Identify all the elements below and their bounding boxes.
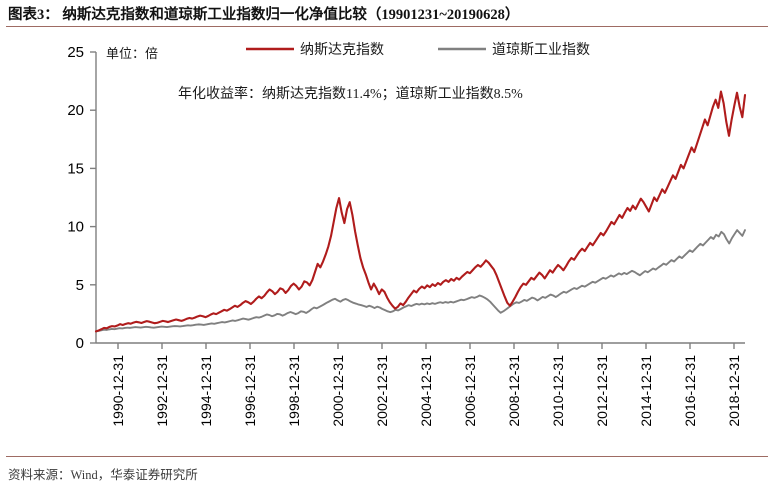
series-line-nasdaq: [94, 90, 747, 333]
x-axis-tick-label: 2004-12-31: [418, 355, 434, 427]
x-axis-tick-label: 1992-12-31: [154, 355, 170, 427]
x-axis-tick-label: 1990-12-31: [110, 355, 126, 427]
x-axis-tick-label: 2018-12-31: [726, 355, 742, 427]
chart-series-group: [94, 90, 747, 333]
header-divider: [6, 26, 768, 27]
y-axis-tick-label: 5: [76, 277, 84, 294]
source-note: 资料来源：Wind，华泰证券研究所: [8, 468, 198, 482]
y-axis-tick-label: 0: [76, 335, 84, 352]
x-axis-tick-label: 2014-12-31: [638, 355, 654, 427]
chart-container: 0 5 10 15 20 25 1990-12-31 1992-12-31 1994-12-3…: [0, 32, 774, 456]
unit-label: 单位：倍: [106, 46, 158, 61]
legend-label-dow: 道琼斯工业指数: [492, 42, 590, 58]
x-axis-tick-label: 2016-12-31: [682, 355, 698, 427]
legend-label-nasdaq: 纳斯达克指数: [300, 42, 384, 58]
chart-legend: 纳斯达克指数 道琼斯工业指数: [246, 42, 590, 58]
footer-divider: [6, 456, 768, 457]
y-axis-tick-label: 20: [67, 102, 84, 119]
x-axis-tick-label: 2012-12-31: [594, 355, 610, 427]
annualized-return-annotation: 年化收益率：纳斯达克指数11.4%；道琼斯工业指数8.5%: [178, 85, 523, 102]
page-title: 图表3： 纳斯达克指数和道琼斯工业指数归一化净值比较（19901231~2019…: [8, 7, 520, 23]
x-axis-ticks: 1990-12-31 1992-12-31 1994-12-31 1996-12-31…: [110, 343, 742, 427]
series-line-dow: [95, 229, 746, 333]
x-axis-tick-label: 2008-12-31: [506, 355, 522, 427]
figure-header: 图表3： 纳斯达克指数和道琼斯工业指数归一化净值比较（19901231~2019…: [0, 0, 774, 32]
y-axis-ticks: 0 5 10 15 20 25: [67, 44, 96, 352]
y-axis-tick-label: 15: [67, 160, 84, 177]
x-axis-tick-label: 2010-12-31: [550, 355, 566, 427]
y-axis-tick-label: 10: [67, 219, 84, 236]
x-axis-tick-label: 1996-12-31: [242, 355, 258, 427]
x-axis-tick-label: 2002-12-31: [374, 355, 390, 427]
chart-axes: [95, 52, 745, 344]
line-chart: 0 5 10 15 20 25 1990-12-31 1992-12-31 1994-12-3…: [67, 42, 747, 427]
y-axis-tick-label: 25: [67, 44, 84, 61]
x-axis-tick-label: 1994-12-31: [198, 355, 214, 427]
x-axis-tick-label: 2006-12-31: [462, 355, 478, 427]
x-axis-tick-label: 1998-12-31: [286, 355, 302, 427]
x-axis-tick-label: 2000-12-31: [330, 355, 346, 427]
